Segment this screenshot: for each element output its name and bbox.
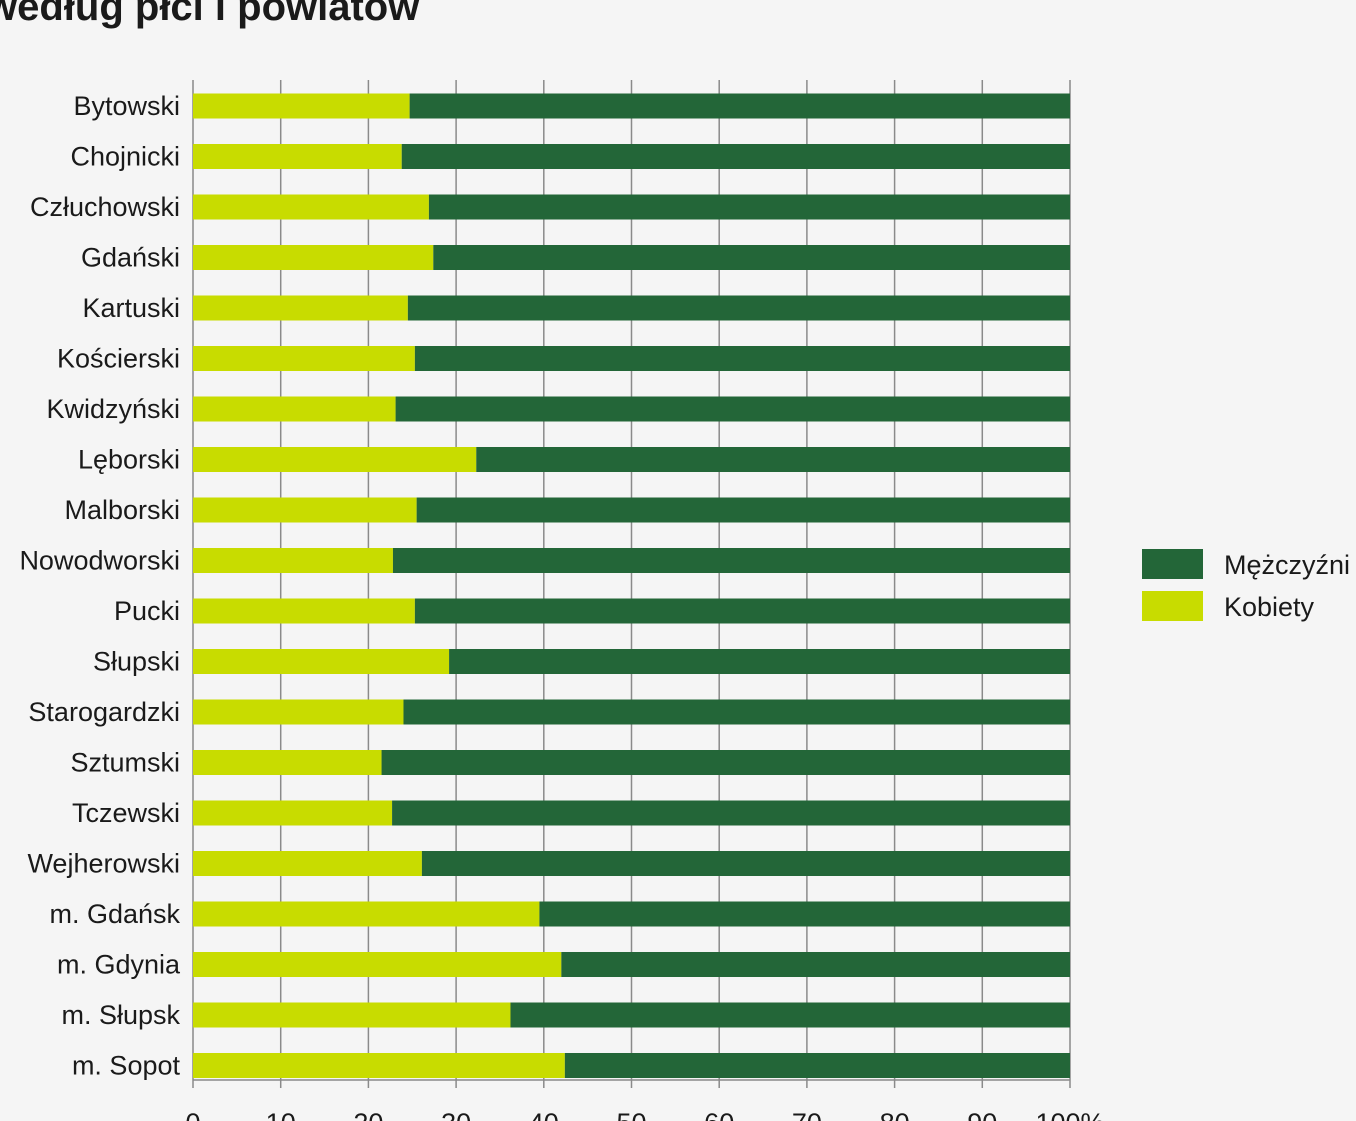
- bar-segment-mężczyźni: [403, 699, 1071, 725]
- bar-segment-mężczyźni: [407, 295, 1070, 321]
- category-label: Bytowski: [73, 91, 180, 121]
- bar-segment-kobiety: [193, 1053, 565, 1078]
- bar-segment-kobiety: [193, 346, 415, 371]
- category-label: m. Słupsk: [61, 1000, 180, 1030]
- bar-segment-mężczyźni: [381, 750, 1070, 775]
- bar-segment-kobiety: [193, 447, 477, 472]
- gridlines: [192, 80, 1071, 1088]
- x-tick-label: 70: [792, 1108, 822, 1121]
- x-tick-label: 30: [441, 1108, 471, 1121]
- category-label: Starogardzki: [28, 697, 180, 727]
- bar-segment-mężczyźni: [433, 245, 1071, 270]
- bar-segment-kobiety: [193, 699, 404, 725]
- bar-segment-mężczyźni: [510, 1002, 1070, 1028]
- category-label: Kościerski: [57, 344, 180, 374]
- bar-segment-kobiety: [193, 194, 429, 220]
- bar-segment-mężczyźni: [409, 93, 1070, 119]
- bar-segment-mężczyźni: [401, 144, 1070, 169]
- bar-segment-kobiety: [193, 548, 393, 573]
- bar-segment-mężczyźni: [428, 194, 1071, 220]
- x-tick-label: 100%: [1035, 1108, 1104, 1121]
- x-tick-label: 80: [880, 1108, 910, 1121]
- bar-segment-kobiety: [193, 800, 393, 826]
- category-label: Chojnicki: [70, 142, 180, 172]
- bar-segment-kobiety: [193, 598, 415, 624]
- bar-segment-kobiety: [193, 245, 434, 270]
- category-label: Nowodworski: [19, 546, 180, 576]
- category-label: Kartuski: [82, 293, 180, 323]
- x-tick-label: 50: [616, 1108, 646, 1121]
- bar-segment-mężczyźni: [539, 901, 1070, 927]
- bar-segment-kobiety: [193, 851, 422, 876]
- bar-segment-mężczyźni: [414, 346, 1071, 371]
- x-tick-label: 60: [704, 1108, 734, 1121]
- bar-segment-kobiety: [193, 1002, 511, 1028]
- category-label: Kwidzyński: [46, 394, 180, 424]
- bar-segment-kobiety: [193, 901, 540, 927]
- x-tick-label: 40: [529, 1108, 559, 1121]
- category-label: Gdański: [81, 243, 180, 273]
- legend-label: Mężczyźni: [1224, 550, 1350, 580]
- bar-segment-mężczyźni: [392, 800, 1071, 826]
- bar-segment-mężczyźni: [414, 598, 1071, 624]
- category-label: m. Sopot: [72, 1051, 181, 1081]
- legend-swatch: [1142, 591, 1203, 621]
- category-label: m. Gdańsk: [49, 899, 180, 929]
- legend-label: Kobiety: [1224, 592, 1315, 622]
- bar-segment-mężczyźni: [476, 447, 1070, 472]
- category-label: Wejherowski: [27, 849, 180, 879]
- bar-segment-mężczyźni: [561, 952, 1070, 977]
- bar-segment-kobiety: [193, 295, 408, 321]
- bar-segment-mężczyźni: [449, 649, 1071, 674]
- bar-segment-kobiety: [193, 750, 382, 775]
- x-tick-label: 0: [185, 1108, 200, 1121]
- category-label: Słupski: [93, 647, 180, 677]
- x-tick-label: 90: [967, 1108, 997, 1121]
- category-label: Lęborski: [78, 445, 180, 475]
- bars: [193, 93, 1071, 1078]
- bar-segment-mężczyźni: [416, 497, 1070, 523]
- bar-segment-kobiety: [193, 396, 396, 422]
- bar-segment-mężczyźni: [421, 851, 1071, 876]
- bar-segment-mężczyźni: [395, 396, 1070, 422]
- bar-segment-kobiety: [193, 649, 450, 674]
- category-label: Malborski: [64, 495, 180, 525]
- legend-swatch: [1142, 549, 1203, 579]
- x-tick-label: 20: [353, 1108, 383, 1121]
- category-label: Człuchowski: [30, 192, 180, 222]
- legend: Mężczyźni Kobiety: [1142, 549, 1350, 622]
- x-tick-label: 10: [266, 1108, 296, 1121]
- bar-segment-kobiety: [193, 144, 402, 169]
- bar-segment-mężczyźni: [564, 1053, 1070, 1078]
- x-tick-labels: 0 10 20 30 40 50 60 70 80 90 100%: [185, 1108, 1104, 1121]
- category-label: m. Gdynia: [57, 950, 181, 980]
- category-label: Sztumski: [70, 748, 180, 778]
- bar-segment-kobiety: [193, 952, 562, 977]
- category-label: Pucki: [114, 596, 180, 626]
- category-label: Tczewski: [72, 798, 180, 828]
- category-labels: Bytowski Chojnicki Człuchowski Gdański Kartu…: [19, 91, 181, 1081]
- bar-segment-mężczyźni: [392, 548, 1070, 573]
- bar-segment-kobiety: [193, 497, 417, 523]
- bar-segment-kobiety: [193, 93, 410, 119]
- chart-title: według płci i powiatów: [0, 0, 420, 29]
